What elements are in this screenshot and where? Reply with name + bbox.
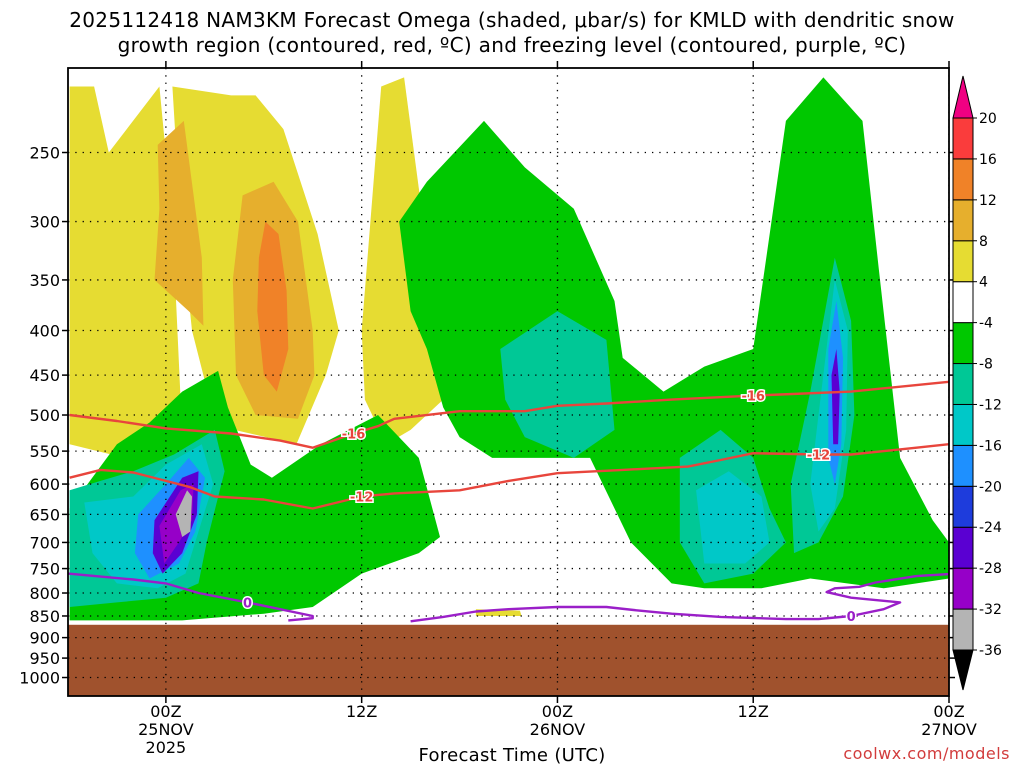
contour-line <box>69 380 949 449</box>
colorbar-swatch <box>952 444 974 487</box>
colorbar-label: -20 <box>979 479 1002 495</box>
colorbar-label: 4 <box>979 275 988 291</box>
contour-label: 0 <box>243 596 252 611</box>
omega-shaded-region <box>831 349 840 445</box>
chart-title-line-1: 2025112418 NAM3KM Forecast Omega (shaded… <box>69 8 955 32</box>
colorbar-swatch <box>952 608 974 651</box>
contour-label: -12 <box>350 490 374 505</box>
colorbar-label: 12 <box>979 193 997 209</box>
y-tick-label: 850 <box>29 607 60 626</box>
colorbar-swatch <box>952 363 974 405</box>
omega-shaded-region <box>500 311 615 458</box>
colorbar-label: 20 <box>979 111 997 127</box>
y-tick-label: 550 <box>29 442 60 461</box>
ground-terrain <box>68 624 949 696</box>
colorbar-label: -4 <box>979 316 993 332</box>
omega-shaded-region <box>696 471 770 564</box>
y-tick-label: 600 <box>29 475 60 494</box>
y-tick-label: 900 <box>29 629 60 648</box>
plot-area: -16 -16 -12 -12 0 0 <box>68 68 949 696</box>
contour-line <box>410 572 949 623</box>
colorbar: -36 -32 -28 -24 -20 -16 -12 -8 -4 4 8 12 16 20 <box>952 75 1002 691</box>
y-tick-label: 350 <box>29 271 60 290</box>
x-tick-label: 2025 <box>146 738 187 757</box>
colorbar-label: -24 <box>979 520 1002 536</box>
colorbar-swatch <box>952 158 974 201</box>
colorbar-label: 8 <box>979 234 988 250</box>
colorbar-swatch <box>952 403 974 446</box>
y-tick-label: 950 <box>29 649 60 668</box>
y-tick-label: 450 <box>29 366 60 385</box>
y-tick-label: 500 <box>29 406 60 425</box>
x-tick-label: 27NOV <box>921 720 977 739</box>
colorbar-label: -12 <box>979 397 1002 413</box>
colorbar-swatch <box>952 322 974 365</box>
omega-shaded-region <box>154 120 204 326</box>
omega-shaded-region <box>257 221 289 392</box>
colorbar-swatch <box>952 240 974 283</box>
y-tick-label: 650 <box>29 505 60 524</box>
omega-shaded-region <box>361 77 444 445</box>
chart-title-line-2: growth region (contoured, red, ºC) and f… <box>117 33 907 57</box>
x-tick-label: 00Z <box>933 702 964 721</box>
colorbar-swatch <box>952 485 974 528</box>
colorbar-swatch <box>952 526 974 569</box>
x-tick-label: 00Z <box>150 702 181 721</box>
credit-text[interactable]: coolwx.com/models <box>843 744 1010 763</box>
contour-label: 0 <box>847 610 856 625</box>
colorbar-extend-min <box>952 649 974 691</box>
contour-line <box>68 572 314 622</box>
colorbar-label: -16 <box>979 438 1002 454</box>
y-tick-label: 800 <box>29 584 60 603</box>
colorbar-label: -32 <box>979 602 1002 618</box>
contour-label: -12 <box>807 449 831 464</box>
x-tick-label: 00Z <box>542 702 573 721</box>
x-tick-label: 26NOV <box>530 720 586 739</box>
colorbar-label: 16 <box>979 152 997 168</box>
x-tick-label: 25NOV <box>138 720 194 739</box>
colorbar-label: -8 <box>979 357 993 373</box>
contour-line <box>69 442 949 510</box>
omega-shaded-region <box>175 490 192 537</box>
contour-label: -16 <box>741 390 765 405</box>
x-tick-label: 12Z <box>346 702 377 721</box>
x-axis-label: Forecast Time (UTC) <box>418 745 606 766</box>
y-tick-label: 250 <box>29 144 60 163</box>
colorbar-label: -28 <box>979 561 1002 577</box>
colorbar-label: -36 <box>979 643 1002 659</box>
y-tick-label: 400 <box>29 322 60 341</box>
y-tick-label: 1000 <box>19 669 60 688</box>
x-tick-label: 12Z <box>738 702 769 721</box>
omega-shaded-region <box>69 86 181 458</box>
y-tick-label: 750 <box>29 560 60 579</box>
y-tick-label: 700 <box>29 533 60 552</box>
colorbar-swatch <box>952 281 974 324</box>
plot-frame <box>67 67 950 697</box>
axes: 250 300 350 400 450 500 550 600 650 700 750 800 850 9… <box>19 61 977 757</box>
colorbar-swatch <box>952 199 974 242</box>
y-tick-label: 300 <box>29 213 60 232</box>
colorbar-swatch <box>952 117 974 160</box>
colorbar-swatch <box>952 567 974 610</box>
contour-label: -16 <box>342 427 366 442</box>
colorbar-extend-max <box>952 75 974 119</box>
